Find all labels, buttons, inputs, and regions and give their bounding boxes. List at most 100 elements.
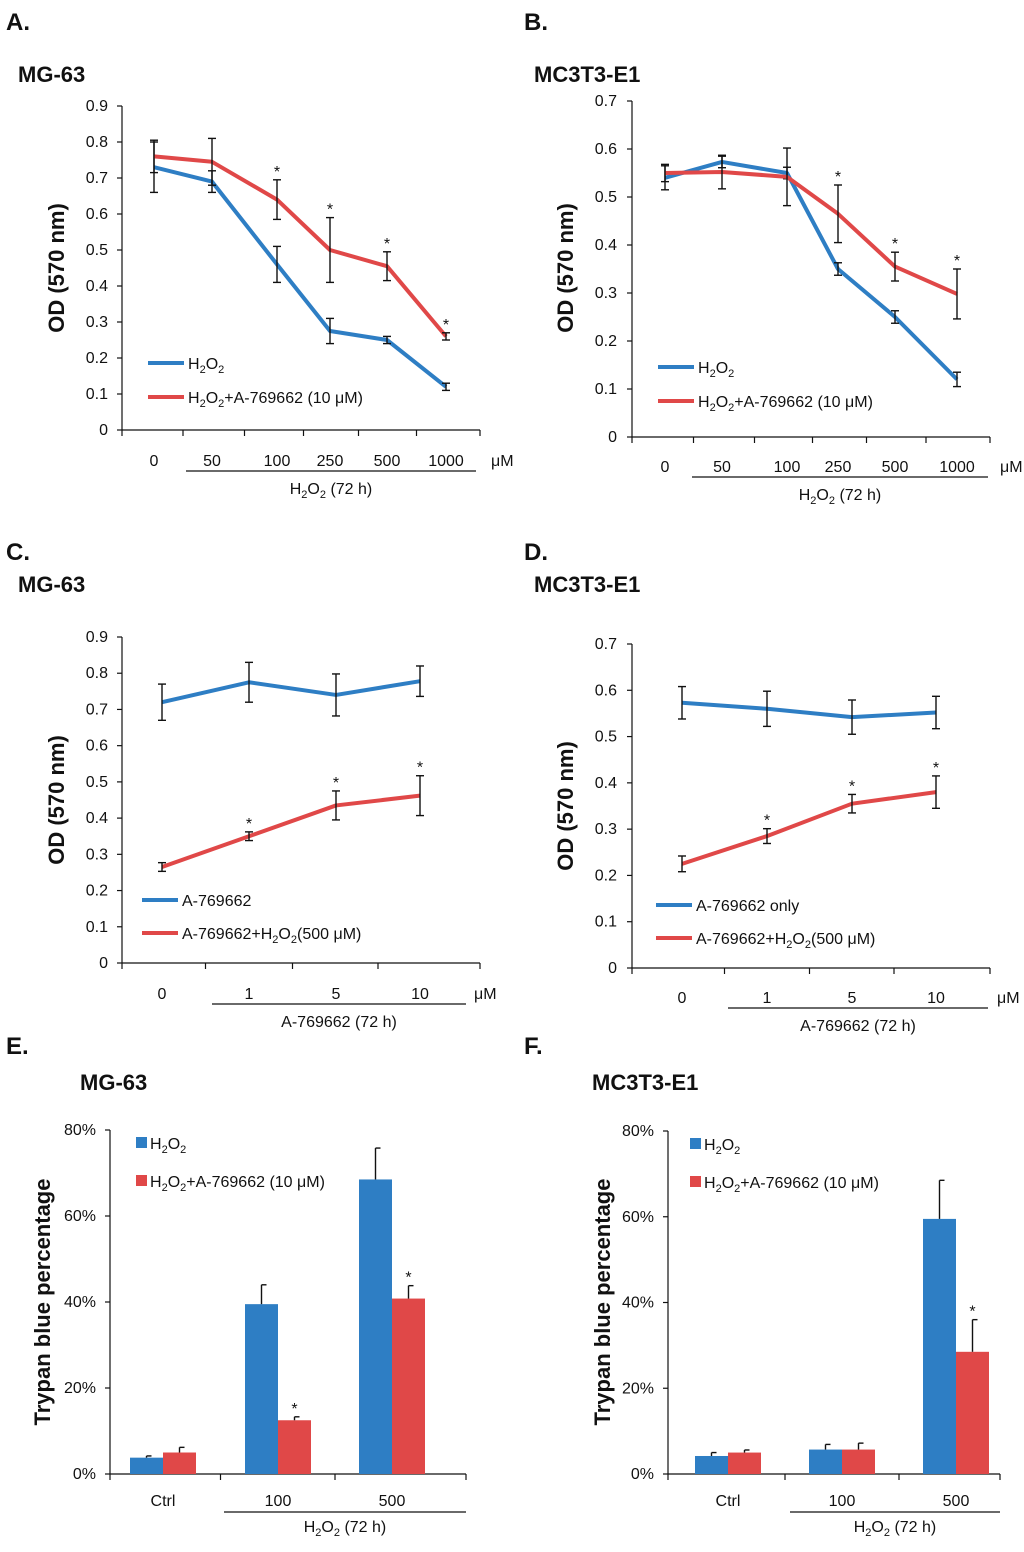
significance-star: * — [274, 164, 280, 181]
subscript: 2 — [734, 1183, 740, 1195]
text-run: A-769662+H — [182, 926, 272, 943]
y-tick-label: 0.6 — [595, 682, 617, 699]
x-group-label: H2O2 (72 h) — [304, 1519, 387, 1539]
y-axis-label: OD (570 nm) — [553, 741, 578, 871]
y-tick-label: 0.2 — [86, 350, 108, 367]
series-line-red — [161, 793, 421, 869]
bar-blue — [923, 1218, 956, 1474]
legend-label: A-769662+H2O2(500 μM) — [696, 931, 875, 951]
y-tick-label: 60% — [64, 1208, 96, 1225]
y-tick-label: 0.9 — [86, 629, 108, 646]
legend-label: H2O2 — [698, 360, 734, 380]
x-tick-label: 5 — [848, 990, 857, 1007]
significance-star: * — [892, 236, 898, 253]
text-run: O — [206, 356, 218, 373]
text-run: H — [150, 1136, 162, 1153]
text-run: O — [168, 1174, 180, 1191]
text-run: H — [188, 356, 200, 373]
x-group-label: A-769662 (72 h) — [800, 1018, 916, 1035]
bar-blue — [809, 1449, 842, 1474]
text-run: +A-769662 (10 μM) — [186, 1174, 325, 1191]
y-tick-label: 0 — [608, 960, 617, 977]
text-run: O — [206, 390, 218, 407]
y-tick-label: 0.7 — [595, 636, 617, 653]
y-tick-label: 0 — [99, 422, 108, 439]
y-tick-label: 0.5 — [595, 189, 617, 206]
panel-b: B. MC3T3-E1 OD (570 nm) 0 0.1 0.2 0.3 0.4 0.5 0.6… — [524, 9, 1023, 507]
x-tick-label: 250 — [825, 459, 852, 476]
y-tick-label: 0.7 — [595, 93, 617, 110]
y-tick-label: 60% — [622, 1209, 654, 1226]
bar-red — [842, 1449, 875, 1474]
text-run: (72 h) — [326, 481, 372, 498]
text-run: O — [716, 394, 728, 411]
text-run: +A-769662 (10 μM) — [740, 1175, 879, 1192]
legend-swatch-red — [690, 1176, 701, 1187]
y-tick-label: 0.5 — [595, 729, 617, 746]
text-run: O — [321, 1519, 333, 1536]
x-tick-label: 1000 — [428, 453, 464, 470]
text-run: O — [307, 481, 319, 498]
subscript: 2 — [710, 402, 716, 414]
x-tick-label: 0 — [150, 453, 159, 470]
text-run: (500 μM) — [811, 931, 875, 948]
x-tick-label: 500 — [374, 453, 401, 470]
y-tick-label: 0.6 — [86, 738, 108, 755]
subscript: 2 — [810, 495, 816, 507]
legend-label: H2O2+A-769662 (10 μM) — [150, 1174, 325, 1194]
bar-blue — [130, 1457, 163, 1474]
y-tick-label: 0.1 — [86, 919, 108, 936]
panel-e: E. MG-63 Trypan blue percentage 0% 20% 40% 60%… — [6, 1033, 467, 1539]
y-tick-label: 0.2 — [595, 867, 617, 884]
panel-letter: C. — [6, 539, 30, 566]
series-line-blue — [681, 700, 937, 720]
subscript: 2 — [200, 364, 206, 376]
bar-red — [956, 1351, 989, 1474]
text-run: +A-769662 (10 μM) — [224, 390, 363, 407]
significance-star: * — [969, 1304, 975, 1321]
y-tick-label: 40% — [622, 1295, 654, 1312]
significance-star: * — [333, 775, 339, 792]
legend-label: H2O2+A-769662 (10 μM) — [698, 394, 873, 414]
significance-star: * — [764, 813, 770, 830]
x-tick-label: 10 — [411, 986, 429, 1003]
significance-star: * — [417, 760, 423, 777]
x-unit-label: μM — [491, 453, 514, 470]
text-run: +A-769662 (10 μM) — [734, 394, 873, 411]
y-tick-label: 20% — [622, 1380, 654, 1397]
subscript: 2 — [805, 939, 811, 951]
subscript: 2 — [162, 1182, 168, 1194]
y-tick-label: 0.6 — [595, 141, 617, 158]
x-tick-label: 10 — [927, 990, 945, 1007]
panel-c: C. MG-63 OD (570 nm) 0 0.1 0.2 0.3 0.4 0.5 0.6 0.7… — [6, 539, 497, 1031]
text-run: O — [722, 1137, 734, 1154]
y-tick-label: 0 — [608, 429, 617, 446]
y-axis-label: OD (570 nm) — [44, 735, 69, 865]
text-run: H — [698, 394, 710, 411]
text-run: O — [278, 926, 290, 943]
text-run: O — [871, 1519, 883, 1536]
chart-title: MC3T3-E1 — [534, 62, 640, 87]
y-tick-label: 0.1 — [86, 386, 108, 403]
text-run: H — [698, 360, 710, 377]
y-tick-label: 20% — [64, 1380, 96, 1397]
y-tick-label: 0.8 — [86, 665, 108, 682]
x-tick-label: 500 — [379, 1493, 406, 1510]
subscript: 2 — [829, 495, 835, 507]
legend-swatch-blue — [690, 1138, 701, 1149]
legend-label: A-769662 — [182, 893, 251, 910]
series-line-blue — [153, 165, 448, 389]
bar-blue — [359, 1179, 392, 1474]
subscript: 2 — [716, 1183, 722, 1195]
legend-label: H2O2+A-769662 (10 μM) — [704, 1175, 879, 1195]
text-run: (72 h) — [340, 1519, 386, 1536]
y-tick-label: 0.3 — [86, 846, 108, 863]
bar-blue — [245, 1304, 278, 1474]
x-tick-label: 1000 — [939, 459, 975, 476]
text-run: O — [716, 360, 728, 377]
text-run: (72 h) — [890, 1519, 936, 1536]
y-tick-label: 0.6 — [86, 206, 108, 223]
x-group-label: H2O2 (72 h) — [799, 487, 882, 507]
y-tick-label: 0.1 — [595, 381, 617, 398]
